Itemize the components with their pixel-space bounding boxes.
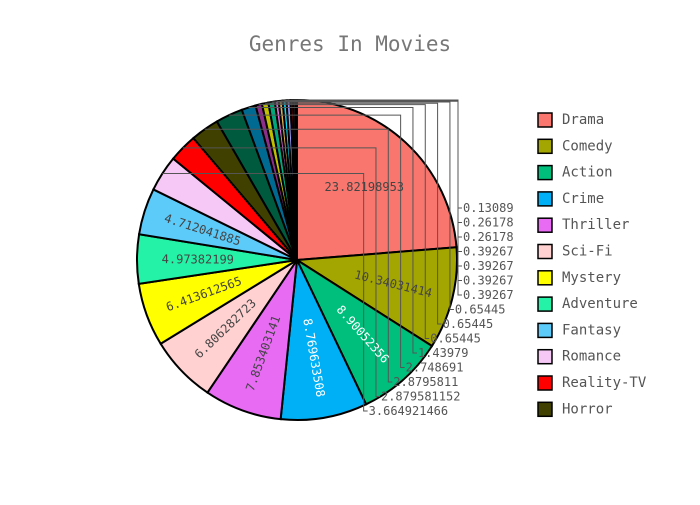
- legend-item[interactable]: Thriller: [537, 217, 629, 233]
- legend-swatch: [537, 296, 553, 312]
- pie-slice[interactable]: [294, 98, 298, 261]
- slice-value-label: 0.65445: [455, 303, 506, 317]
- legend-swatch: [537, 243, 553, 260]
- slice-value-label: 0.39267: [463, 259, 514, 273]
- legend-swatch: [537, 138, 553, 155]
- legend-item[interactable]: Action: [537, 164, 613, 181]
- legend-label: Crime: [562, 191, 604, 207]
- legend-swatch: [537, 191, 553, 207]
- slice-value-label: 0.65445: [430, 332, 481, 346]
- legend-label: Sci-Fi: [562, 244, 613, 260]
- legend-item[interactable]: Horror: [537, 401, 613, 418]
- slice-value-label: 1.43979: [418, 346, 469, 360]
- legend[interactable]: Drama Comedy Action Crime Thriller Sci-Fi Myst…: [537, 112, 647, 418]
- slice-value-label: 0.39267: [463, 245, 514, 259]
- legend-label: Horror: [562, 401, 613, 417]
- label-connectors: [162, 99, 462, 412]
- label-connector: [182, 147, 380, 397]
- pie-slices: [136, 98, 458, 421]
- legend-item[interactable]: Sci-Fi: [537, 243, 613, 260]
- label-connector: [265, 102, 442, 325]
- label-connector: [248, 106, 417, 354]
- legend-label: Action: [562, 165, 613, 181]
- legend-swatch: [537, 348, 553, 365]
- legend-item[interactable]: Crime: [537, 191, 604, 207]
- slice-value-label: 2.748691: [406, 361, 464, 375]
- legend-label: Romance: [562, 349, 621, 365]
- legend-swatch: [537, 112, 553, 128]
- legend-label: Adventure: [562, 296, 638, 312]
- label-connector: [276, 100, 462, 296]
- pie-slice[interactable]: [293, 246, 458, 348]
- slice-value-label: 0.13089: [463, 201, 514, 215]
- label-connector: [258, 104, 430, 339]
- legend-item[interactable]: Adventure: [537, 296, 638, 312]
- slice-value-label: 4.97382199: [162, 252, 234, 266]
- legend-label: Reality-TV: [562, 375, 647, 391]
- legend-swatch: [537, 217, 553, 233]
- slice-value-label: 0.39267: [463, 274, 514, 288]
- legend-swatch: [537, 401, 553, 418]
- legend-label: Mystery: [562, 270, 621, 286]
- label-connector: [271, 101, 454, 310]
- legend-item[interactable]: Reality-TV: [537, 375, 647, 391]
- legend-label: Drama: [562, 112, 604, 128]
- slice-value-label: 3.664921466: [369, 404, 448, 418]
- slice-value-label: 2.8795811: [393, 375, 458, 389]
- slice-value-label: 0.26178: [463, 216, 514, 230]
- chart-title: Genres In Movies: [249, 32, 451, 56]
- legend-swatch: [537, 164, 553, 181]
- legend-item[interactable]: Comedy: [537, 138, 613, 155]
- slice-value-label: 0.39267: [463, 288, 514, 302]
- legend-swatch: [537, 270, 553, 286]
- slice-value-label: 23.82198953: [325, 180, 404, 194]
- label-connector: [162, 172, 368, 412]
- slice-value-label: 0.26178: [463, 230, 514, 244]
- label-connector: [204, 128, 393, 383]
- pie-slice[interactable]: [294, 257, 434, 406]
- slice-value-label: 2.879581152: [381, 390, 460, 404]
- pie-slice[interactable]: [279, 256, 368, 421]
- legend-label: Thriller: [562, 217, 629, 233]
- legend-swatch: [537, 375, 553, 391]
- legend-item[interactable]: Romance: [537, 348, 621, 365]
- slice-value-label: 0.65445: [443, 317, 494, 331]
- legend-item[interactable]: Mystery: [537, 270, 621, 286]
- legend-swatch: [537, 322, 553, 339]
- legend-label: Comedy: [562, 138, 613, 154]
- label-connector: [229, 114, 405, 368]
- legend-item[interactable]: Drama: [537, 112, 604, 128]
- legend-label: Fantasy: [562, 322, 621, 338]
- legend-item[interactable]: Fantasy: [537, 322, 621, 339]
